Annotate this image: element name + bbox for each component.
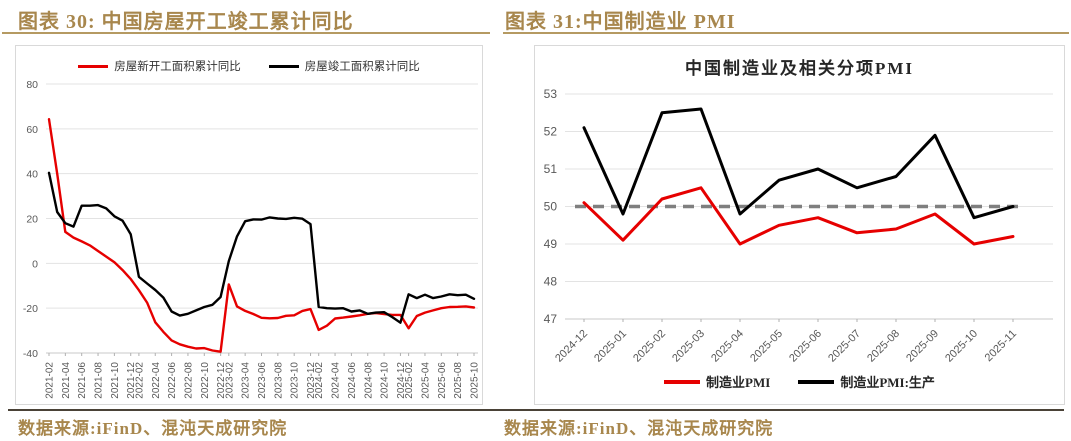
svg-text:0: 0 xyxy=(32,258,38,270)
svg-text:2025-02: 2025-02 xyxy=(404,362,415,399)
svg-text:2025-08: 2025-08 xyxy=(865,328,902,365)
svg-text:2024-08: 2024-08 xyxy=(363,362,374,399)
figure-31-chart: 中国制造业及相关分项PMI 53 52 51 50 49 48 47 2024-12 2025-… xyxy=(534,45,1065,405)
svg-text:2021-12: 2021-12 xyxy=(126,362,137,399)
svg-text:2025-04: 2025-04 xyxy=(709,328,746,365)
svg-text:2023-02: 2023-02 xyxy=(224,362,235,399)
svg-text:2022-04: 2022-04 xyxy=(151,362,162,399)
svg-text:2022-06: 2022-06 xyxy=(167,362,178,399)
svg-text:2025-01: 2025-01 xyxy=(592,328,629,365)
svg-text:47: 47 xyxy=(544,312,558,326)
svg-text:-20: -20 xyxy=(23,303,38,315)
housing-yoy-line-chart: 80 60 40 20 0 -20 -40 2021-02 2021-04 2021-06 2021… xyxy=(23,79,481,399)
figure-31-title: 图表 31:中国制造业 PMI xyxy=(505,11,736,33)
svg-text:49: 49 xyxy=(544,237,558,251)
svg-text:2024-06: 2024-06 xyxy=(347,362,358,399)
svg-text:52: 52 xyxy=(544,125,558,139)
svg-text:2025-05: 2025-05 xyxy=(748,328,785,365)
svg-text:2021-04: 2021-04 xyxy=(61,362,72,399)
svg-text:2023-08: 2023-08 xyxy=(273,362,284,399)
svg-text:2025-10: 2025-10 xyxy=(470,362,481,399)
svg-text:2025-08: 2025-08 xyxy=(453,362,464,399)
svg-text:60: 60 xyxy=(26,124,38,136)
svg-text:2024-12: 2024-12 xyxy=(396,362,407,399)
svg-text:53: 53 xyxy=(544,87,558,101)
svg-text:2021-10: 2021-10 xyxy=(110,362,121,399)
svg-text:2024-12: 2024-12 xyxy=(553,328,590,365)
svg-text:2025-10: 2025-10 xyxy=(943,328,980,365)
svg-text:20: 20 xyxy=(26,214,38,226)
svg-text:2025-04: 2025-04 xyxy=(420,362,431,399)
svg-text:2022-12: 2022-12 xyxy=(216,362,227,399)
svg-text:2023-04: 2023-04 xyxy=(241,362,252,399)
svg-text:2024-04: 2024-04 xyxy=(331,362,342,399)
svg-text:40: 40 xyxy=(26,169,38,181)
figure-30-title-rule xyxy=(2,32,490,34)
svg-text:2022-02: 2022-02 xyxy=(134,362,145,399)
svg-text:51: 51 xyxy=(544,162,558,176)
svg-text:2021-06: 2021-06 xyxy=(77,362,88,399)
svg-text:2024-10: 2024-10 xyxy=(380,362,391,399)
svg-text:2021-02: 2021-02 xyxy=(45,362,56,399)
svg-text:2025-06: 2025-06 xyxy=(787,328,824,365)
svg-text:-40: -40 xyxy=(23,348,38,360)
svg-text:2022-10: 2022-10 xyxy=(200,362,211,399)
svg-text:2025-06: 2025-06 xyxy=(437,362,448,399)
figure-31-title-rule xyxy=(503,32,1069,34)
svg-text:2025-07: 2025-07 xyxy=(826,328,863,365)
pmi-chart-title: 中国制造业及相关分项PMI xyxy=(684,59,915,78)
svg-text:2023-12: 2023-12 xyxy=(306,362,317,399)
figure-30-chart: 80 60 40 20 0 -20 -40 2021-02 2021-04 2021-06 2021… xyxy=(15,45,483,405)
bottom-divider-rule xyxy=(8,409,1064,411)
figure-31-source: 数据来源:iFinD、混沌天成研究院 xyxy=(504,419,774,438)
svg-text:2021-08: 2021-08 xyxy=(94,362,105,399)
svg-text:2023-06: 2023-06 xyxy=(257,362,268,399)
figure-30-source: 数据来源:iFinD、混沌天成研究院 xyxy=(18,419,288,438)
svg-text:2023-10: 2023-10 xyxy=(290,362,301,399)
svg-text:80: 80 xyxy=(26,79,38,91)
svg-text:48: 48 xyxy=(544,275,558,289)
svg-text:2025-03: 2025-03 xyxy=(670,328,707,365)
figure-30-title: 图表 30: 中国房屋开工竣工累计同比 xyxy=(18,11,354,33)
svg-text:2025-09: 2025-09 xyxy=(904,328,941,365)
svg-text:2022-08: 2022-08 xyxy=(183,362,194,399)
svg-text:2025-11: 2025-11 xyxy=(983,328,1019,364)
svg-text:2024-02: 2024-02 xyxy=(314,362,325,399)
svg-text:50: 50 xyxy=(544,200,558,214)
svg-text:2025-02: 2025-02 xyxy=(631,328,668,365)
